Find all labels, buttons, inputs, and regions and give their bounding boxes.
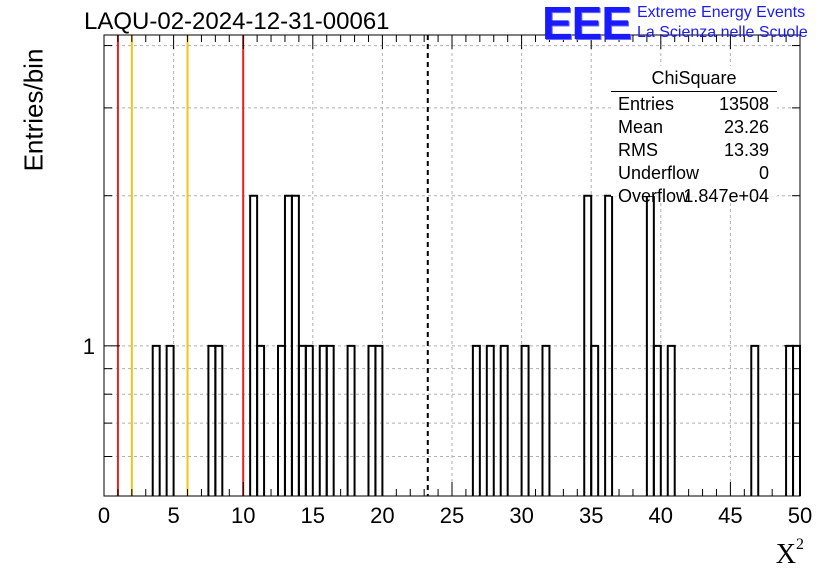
histogram-bin: [652, 344, 662, 496]
histogram-bin: [374, 344, 384, 496]
x-tick-label: 50: [788, 503, 812, 528]
histogram-bin: [304, 344, 314, 496]
logo-line-2: La Scienza nelle Scuole: [637, 24, 808, 41]
histogram-bin: [151, 344, 161, 496]
histogram-bin: [750, 344, 760, 496]
histogram-bin: [499, 344, 509, 496]
x-axis-label-superscript: 2: [796, 536, 804, 553]
stat-entries-value: 13508: [718, 94, 769, 114]
histogram-bin: [214, 344, 224, 496]
stats-title: ChiSquare: [651, 68, 737, 88]
histogram-bin: [604, 194, 614, 496]
x-tick-label: 25: [440, 503, 464, 528]
histogram-bin: [256, 344, 266, 496]
x-axis-label-text: X: [775, 539, 796, 570]
stat-mean-value: 23.26: [723, 117, 769, 137]
stat-underflow-value: 0: [758, 163, 769, 183]
histogram-bin: [346, 344, 356, 496]
x-tick-label: 20: [370, 503, 394, 528]
eee-logo: EEE: [542, 0, 632, 49]
x-tick-label: 0: [98, 503, 110, 528]
histogram-bin: [471, 344, 481, 496]
x-tick-label: 35: [579, 503, 603, 528]
x-tick-label: 15: [301, 503, 325, 528]
stats-box: ChiSquare Entries 13508 Mean 23.26 RMS 1…: [611, 66, 777, 206]
x-tick-label: 30: [509, 503, 533, 528]
stat-overflow-value: 1.847e+04: [683, 186, 769, 206]
stat-underflow-name: Underflow: [618, 163, 700, 183]
histogram-bin: [541, 344, 551, 496]
stat-entries-name: Entries: [618, 94, 675, 114]
x-tick-label: 5: [167, 503, 179, 528]
stats-divider: [611, 91, 777, 92]
x-tick-label: 40: [649, 503, 673, 528]
stat-overflow-name: Overflow: [618, 186, 690, 206]
logo-line-1: Extreme Energy Events: [637, 4, 806, 21]
y-axis-label: Entries/bin: [18, 48, 49, 172]
histogram-bin: [485, 344, 495, 496]
histogram-bin: [590, 344, 600, 496]
histogram-bin: [520, 344, 530, 496]
histogram-bin: [325, 344, 335, 496]
histogram-bin: [666, 344, 676, 496]
histogram-bin: [165, 344, 175, 496]
x-axis-label: X2: [776, 536, 804, 571]
stat-mean-name: Mean: [618, 117, 664, 137]
y-tick-label: 1: [83, 334, 95, 359]
chart-title: LAQU-02-2024-12-31-00061: [84, 8, 390, 35]
x-tick-label: 45: [718, 503, 742, 528]
stat-rms-name: RMS: [618, 140, 658, 160]
x-tick-label: 10: [231, 503, 255, 528]
stat-rms-value: 13.39: [723, 140, 769, 160]
